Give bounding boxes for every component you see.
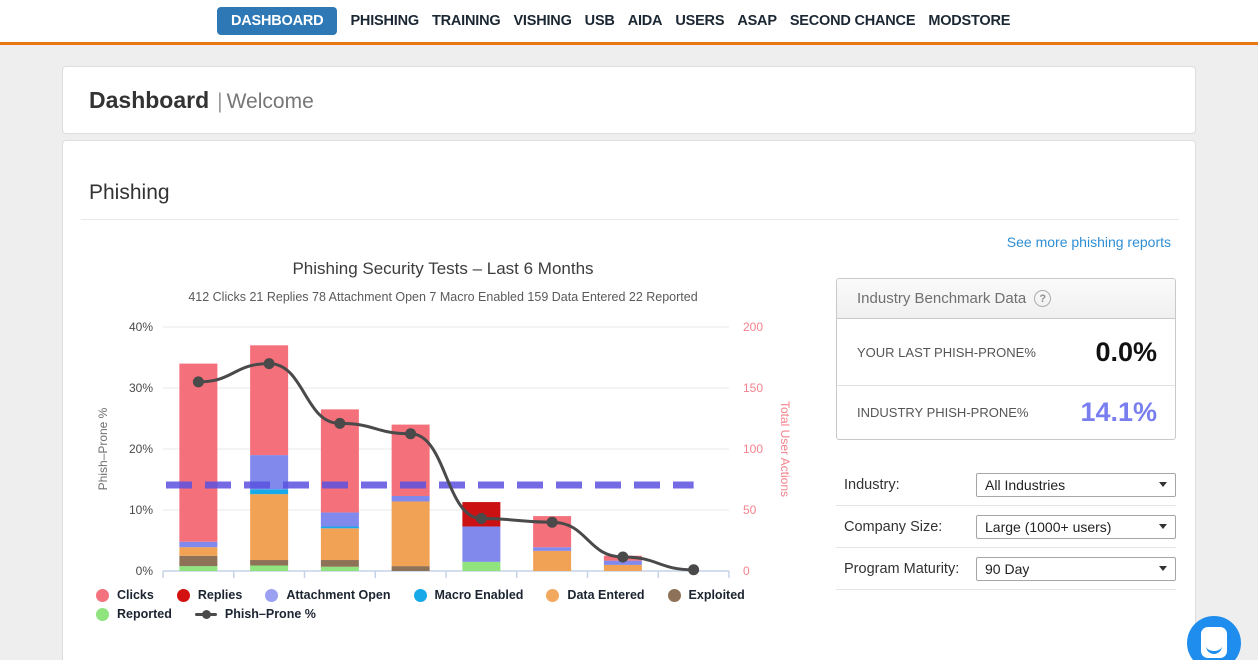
chevron-down-icon bbox=[1159, 524, 1167, 529]
nav-phishing[interactable]: PHISHING bbox=[350, 13, 419, 29]
legend-item-exploited[interactable]: Exploited bbox=[667, 588, 745, 602]
nav-aida[interactable]: AIDA bbox=[627, 13, 663, 29]
section-divider bbox=[81, 219, 1179, 220]
help-icon[interactable]: ? bbox=[1034, 290, 1052, 307]
legend-dot-icon bbox=[667, 588, 681, 602]
legend-dot-icon bbox=[413, 588, 427, 602]
legend-label: Phish–Prone % bbox=[224, 607, 316, 621]
page-title: Dashboard bbox=[89, 86, 210, 113]
legend-dot-icon bbox=[546, 588, 560, 602]
nav-dashboard[interactable]: DASHBOARD bbox=[217, 7, 338, 35]
legend-row: Clicks Replies Attachment Open Macro Enable… bbox=[96, 588, 796, 602]
legend-label: Macro Enabled bbox=[434, 588, 524, 602]
your-phish-prone-value: 0.0% bbox=[1095, 336, 1157, 367]
top-bar: DASHBOARD PHISHING TRAINING VISHING USB … bbox=[0, 0, 1258, 42]
industry-phish-prone-value: 14.1% bbox=[1080, 397, 1157, 427]
nav-modstore[interactable]: MODSTORE bbox=[928, 13, 1011, 29]
industry-phish-prone-row: INDUSTRY PHISH-PRONE% 14.1% bbox=[837, 386, 1175, 439]
benchmark-filters: Industry: All Industries Company Size: L… bbox=[836, 464, 1176, 590]
legend-dot-icon bbox=[96, 588, 109, 602]
your-phish-prone-row: YOUR LAST PHISH-PRONE% 0.0% bbox=[837, 319, 1175, 386]
legend-dot-icon bbox=[176, 588, 190, 602]
program-maturity-filter-label: Program Maturity: bbox=[844, 560, 960, 577]
svg-text:100: 100 bbox=[743, 442, 763, 456]
industry-filter-row: Industry: All Industries bbox=[836, 464, 1176, 506]
nav-training[interactable]: TRAINING bbox=[431, 13, 501, 29]
legend-item-replies[interactable]: Replies bbox=[176, 588, 243, 602]
chevron-down-icon bbox=[1159, 482, 1167, 487]
legend-label: Reported bbox=[117, 607, 172, 621]
phishing-panel: Phishing See more phishing reports Phish… bbox=[62, 140, 1196, 660]
chat-bubble-button[interactable] bbox=[1187, 616, 1241, 660]
program-maturity-select[interactable]: 90 Day bbox=[976, 556, 1176, 581]
legend-label: Replies bbox=[197, 588, 243, 602]
legend-dot-icon bbox=[96, 607, 109, 621]
svg-text:10%: 10% bbox=[129, 503, 153, 517]
legend-dot-icon bbox=[265, 588, 279, 602]
title-divider: | bbox=[217, 89, 223, 113]
nav-users[interactable]: USERS bbox=[675, 13, 725, 29]
program-maturity-select-value: 90 Day bbox=[985, 560, 1030, 577]
company-size-filter-label: Company Size: bbox=[844, 518, 943, 535]
welcome-card: Dashboard | Welcome bbox=[62, 66, 1196, 134]
nav-second-chance[interactable]: SECOND CHANCE bbox=[789, 13, 916, 29]
nav-asap[interactable]: ASAP bbox=[737, 13, 777, 29]
legend-item-phish-prone-[interactable]: Phish–Prone % bbox=[194, 607, 316, 621]
legend-item-reported[interactable]: Reported bbox=[96, 607, 172, 621]
messenger-icon bbox=[1201, 627, 1227, 658]
industry-phish-prone-label: INDUSTRY PHISH-PRONE% bbox=[857, 405, 1029, 420]
chart-legend: Clicks Replies Attachment Open Macro Enable… bbox=[96, 588, 796, 626]
program-maturity-filter-row: Program Maturity: 90 Day bbox=[836, 548, 1176, 590]
nav-usb[interactable]: USB bbox=[584, 13, 615, 29]
svg-text:40%: 40% bbox=[129, 320, 153, 334]
benchmark-panel-title: Industry Benchmark Data bbox=[857, 290, 1027, 307]
svg-text:30%: 30% bbox=[129, 381, 153, 395]
legend-row: Reported Phish–Prone % bbox=[96, 607, 796, 621]
svg-text:0%: 0% bbox=[136, 564, 154, 578]
company-size-select[interactable]: Large (1000+ users) bbox=[976, 514, 1176, 539]
top-navigation: DASHBOARD PHISHING TRAINING VISHING USB … bbox=[217, 0, 1010, 42]
chart-header: Phishing Security Tests – Last 6 Months … bbox=[93, 259, 793, 304]
svg-text:0: 0 bbox=[743, 564, 750, 578]
legend-label: Exploited bbox=[688, 588, 745, 602]
industry-select-value: All Industries bbox=[985, 476, 1066, 493]
phishing-security-tests-chart: 0% 10% 20% 30% 40% 0 50 100 150 200 Phish–Prone % T… bbox=[96, 320, 792, 578]
chart-subtitle: 412 Clicks 21 Replies 78 Attachment Open… bbox=[188, 290, 698, 304]
page-heading: Dashboard | Welcome bbox=[89, 87, 314, 114]
smile-icon bbox=[1206, 646, 1222, 654]
legend-label: Data Entered bbox=[567, 588, 645, 602]
phishing-section-heading: Phishing bbox=[89, 181, 170, 204]
page-subtitle: Welcome bbox=[226, 89, 314, 113]
see-more-phishing-reports-link[interactable]: See more phishing reports bbox=[1006, 234, 1171, 250]
brand-accent-rule bbox=[0, 42, 1258, 45]
svg-text:50: 50 bbox=[743, 503, 757, 517]
nav-vishing[interactable]: VISHING bbox=[513, 13, 572, 29]
svg-text:150: 150 bbox=[743, 381, 763, 395]
svg-text:200: 200 bbox=[743, 320, 763, 334]
company-size-filter-row: Company Size: Large (1000+ users) bbox=[836, 506, 1176, 548]
legend-label: Clicks bbox=[117, 588, 154, 602]
legend-label: Attachment Open bbox=[286, 588, 391, 602]
industry-benchmark-panel: Industry Benchmark Data ? YOUR LAST PHIS… bbox=[836, 278, 1176, 440]
legend-item-macro-enabled[interactable]: Macro Enabled bbox=[413, 588, 524, 602]
svg-text:Total User Actions: Total User Actions bbox=[778, 401, 792, 497]
legend-item-attachment-open[interactable]: Attachment Open bbox=[265, 588, 391, 602]
svg-text:20%: 20% bbox=[129, 442, 153, 456]
legend-line-marker-icon bbox=[194, 609, 217, 619]
svg-text:Phish–Prone %: Phish–Prone % bbox=[96, 407, 110, 490]
legend-item-data-entered[interactable]: Data Entered bbox=[546, 588, 645, 602]
legend-item-clicks[interactable]: Clicks bbox=[96, 588, 154, 602]
chart-title: Phishing Security Tests – Last 6 Months bbox=[292, 259, 594, 278]
chevron-down-icon bbox=[1159, 566, 1167, 571]
industry-filter-label: Industry: bbox=[844, 476, 900, 493]
industry-select[interactable]: All Industries bbox=[976, 472, 1176, 497]
company-size-select-value: Large (1000+ users) bbox=[985, 518, 1112, 535]
benchmark-panel-header: Industry Benchmark Data ? bbox=[837, 279, 1175, 319]
your-phish-prone-label: YOUR LAST PHISH-PRONE% bbox=[857, 344, 1036, 360]
